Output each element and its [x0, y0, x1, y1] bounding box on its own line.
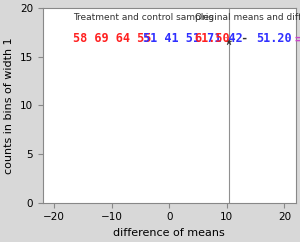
Text: 51 41 51 71 42: 51 41 51 71 42 — [143, 32, 242, 45]
X-axis label: difference of means: difference of means — [113, 228, 225, 238]
Text: -: - — [234, 32, 255, 45]
Text: Original means and difference: Original means and difference — [195, 13, 300, 22]
Text: 58 69 64 55: 58 69 64 55 — [73, 32, 152, 45]
Text: 51.20: 51.20 — [256, 32, 292, 45]
Text: Treatment and control samples: Treatment and control samples — [73, 13, 214, 22]
Text: =: = — [295, 32, 300, 45]
Y-axis label: counts in bins of width 1: counts in bins of width 1 — [4, 37, 14, 174]
Text: 61.50: 61.50 — [195, 32, 230, 45]
